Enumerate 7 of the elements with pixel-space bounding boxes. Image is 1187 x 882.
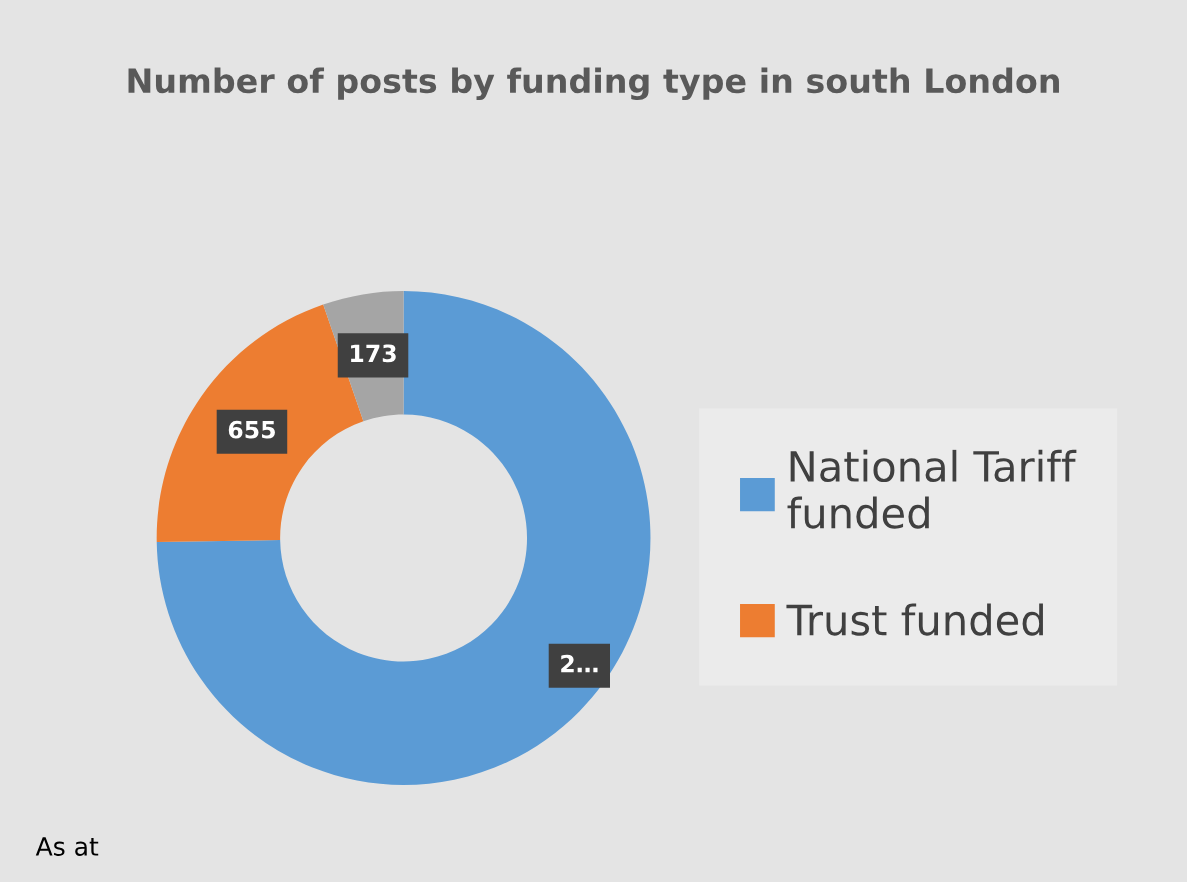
text: As at (35, 837, 99, 856)
data-label: 2… (561, 654, 598, 673)
legend-label: Trust funded (786, 603, 1043, 636)
data-label: 173 (351, 344, 396, 363)
chart-title: Number of posts by funding type in south London (128, 67, 1059, 101)
data-label: 655 (228, 420, 275, 439)
legend-label: National Tariff funded (787, 449, 1077, 529)
